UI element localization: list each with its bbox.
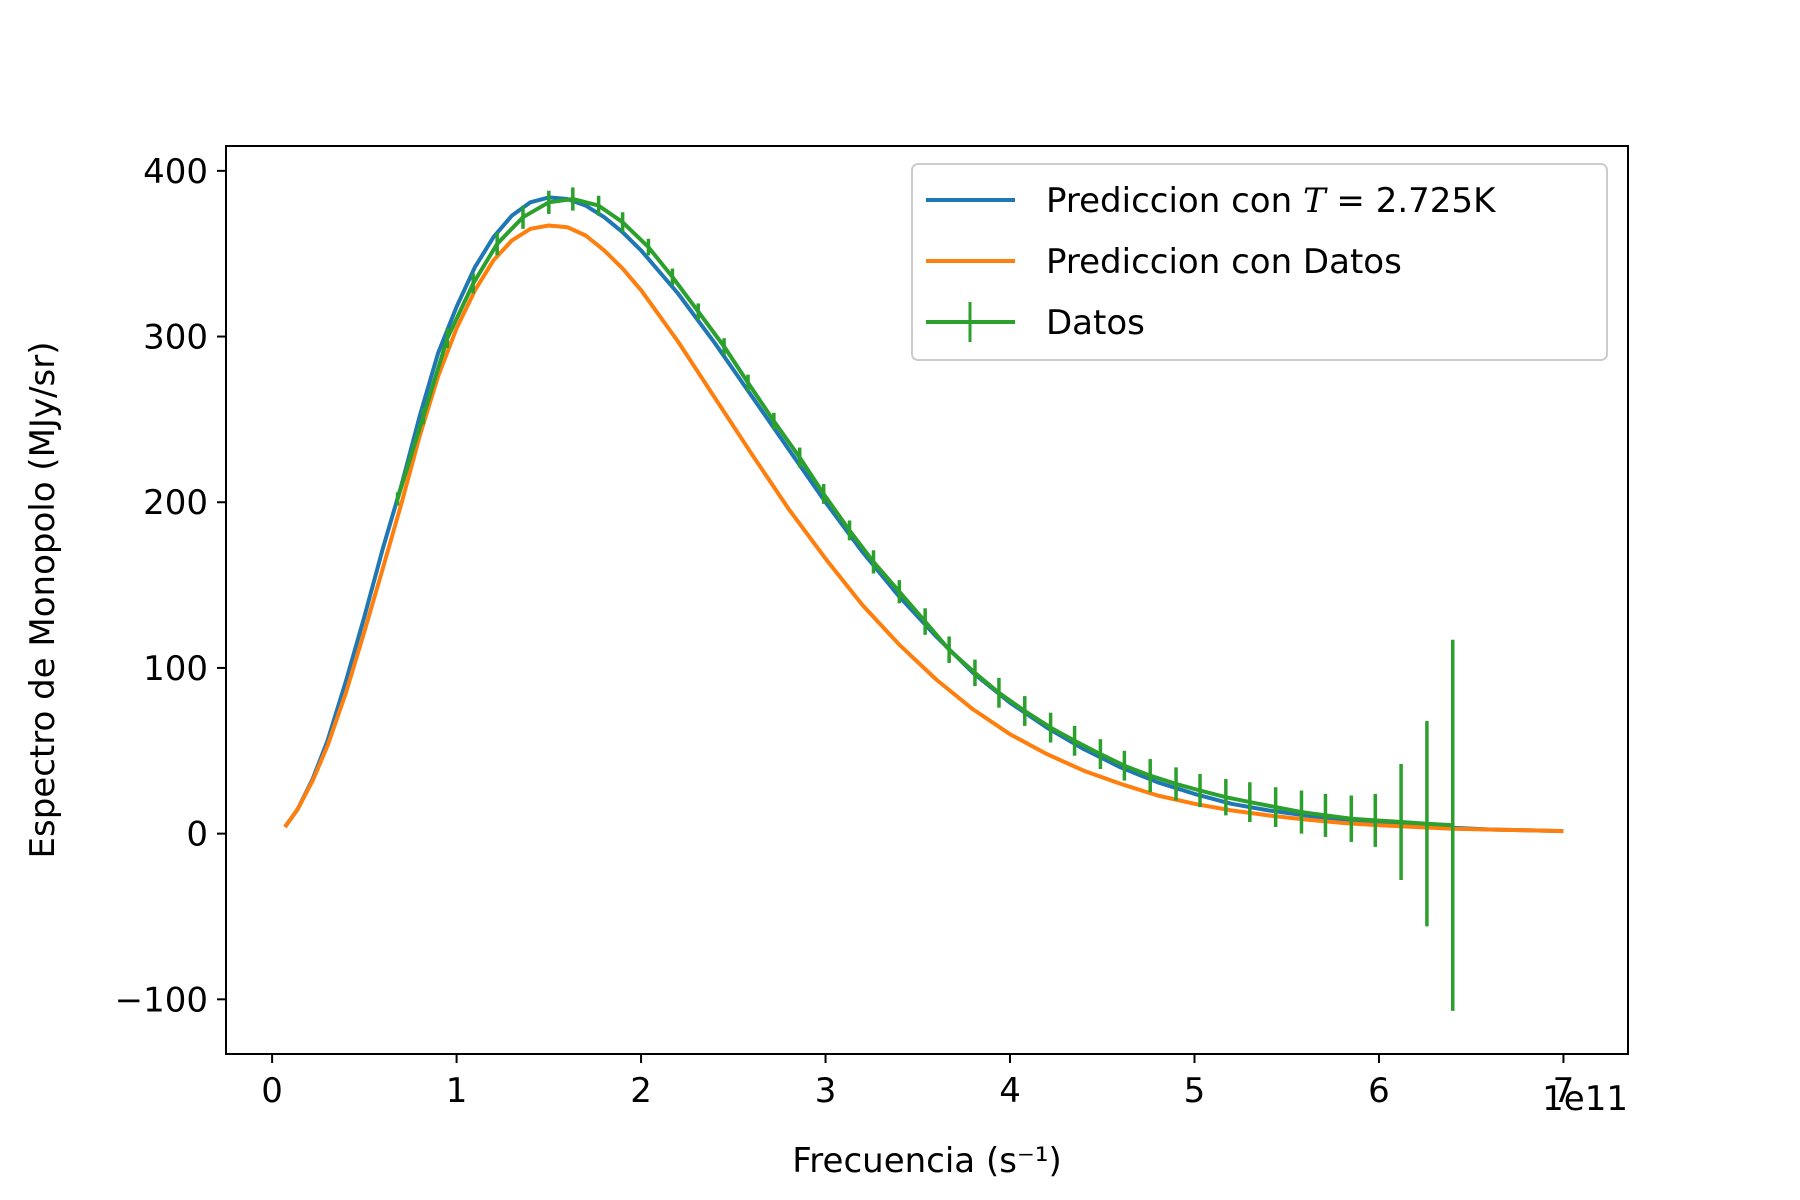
y-tick-label: 400 <box>143 152 208 192</box>
legend-box <box>911 163 1608 361</box>
y-tick-label: 300 <box>143 318 208 358</box>
x-tick-label: 6 <box>1368 1071 1390 1111</box>
legend-label-suffix: = 2.725K <box>1326 181 1497 221</box>
series-layer <box>283 187 1564 1011</box>
x-axis-label: Frecuencia (s⁻¹) <box>792 1141 1062 1181</box>
y-tick-label: 100 <box>143 649 208 689</box>
legend-entry-prediccion-datos: Prediccion con Datos <box>926 242 1402 282</box>
x-tick-label: 0 <box>261 1071 283 1111</box>
x-tick-label: 7 <box>1553 1071 1575 1111</box>
y-tick-label: 200 <box>143 483 208 523</box>
legend-label-prediccion-T: Prediccion con T = 2.725K <box>1046 181 1497 221</box>
series-line-1 <box>283 223 1564 834</box>
y-tick-label: 0 <box>186 815 208 855</box>
legend: Prediccion con T = 2.725K Prediccion con… <box>911 163 1608 361</box>
legend-entry-datos: Datos <box>926 302 1145 343</box>
x-tick-label: 5 <box>1184 1071 1206 1111</box>
y-tick-label: −100 <box>115 980 208 1020</box>
x-tick-label: 1 <box>446 1071 468 1111</box>
x-axis-offset-label: 1e11 <box>1542 1079 1628 1119</box>
x-tick-label: 4 <box>999 1071 1021 1111</box>
legend-label-math: T <box>1303 181 1328 221</box>
y-axis-ticks: −100 0 100 200 300 400 <box>115 152 226 1020</box>
y-axis-label: Espectro de Monopolo (MJy/sr) <box>23 342 63 859</box>
legend-label-datos: Datos <box>1046 303 1145 343</box>
plot-frame <box>225 145 1629 1055</box>
x-tick-label: 2 <box>630 1071 652 1111</box>
x-axis-ticks: 0 1 2 3 4 5 6 7 <box>261 1054 1574 1111</box>
legend-label-prefix: Prediccion con <box>1046 181 1303 221</box>
legend-label-prediccion-datos: Prediccion con Datos <box>1046 242 1402 282</box>
legend-entry-prediccion-T: Prediccion con T = 2.725K <box>926 181 1497 221</box>
x-tick-label: 3 <box>815 1071 837 1111</box>
